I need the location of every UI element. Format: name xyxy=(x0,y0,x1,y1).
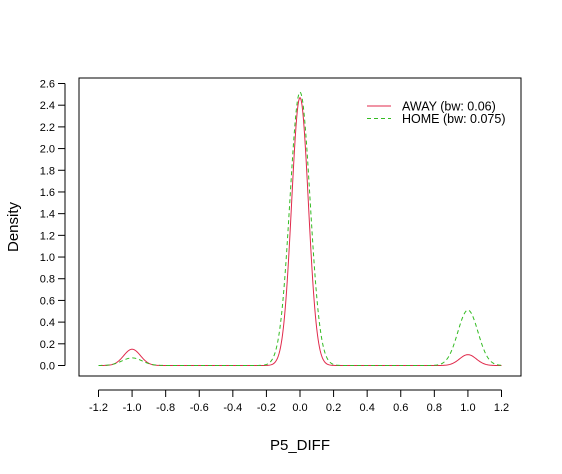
x-tick-label: 0.6 xyxy=(393,402,408,414)
x-tick-label: 0.2 xyxy=(326,402,341,414)
y-tick-label: 0.4 xyxy=(40,317,55,329)
y-tick-label: 1.4 xyxy=(40,209,55,221)
x-tick-label: -1.0 xyxy=(123,402,142,414)
x-axis: -1.2 -1.0 -0.8 -0.6 -0.4 -0.2 0.0 0.2 0.4 0.6 0.8 1… xyxy=(89,389,509,414)
x-tick-label: -0.2 xyxy=(257,402,276,414)
y-tick-label: 0.6 xyxy=(40,295,55,307)
x-tick-label: -0.4 xyxy=(223,402,242,414)
series-layer xyxy=(98,91,502,366)
legend-label: AWAY (bw: 0.06) xyxy=(402,100,496,114)
x-tick-label: 0.4 xyxy=(360,402,375,414)
y-tick-label: 1.8 xyxy=(40,165,55,177)
x-tick-label: 0.0 xyxy=(292,402,307,414)
x-tick-label: -1.2 xyxy=(89,402,108,414)
y-tick-label: 0.2 xyxy=(40,339,55,351)
y-tick-label: 1.2 xyxy=(40,230,55,242)
y-tick-label: 2.4 xyxy=(40,100,55,112)
y-tick-label: 2.0 xyxy=(40,144,55,156)
y-axis-title: Density xyxy=(5,201,22,252)
y-tick-label: 1.0 xyxy=(40,252,55,264)
series-line xyxy=(98,91,502,366)
plot-frame xyxy=(78,77,522,377)
y-axis: 0.0 0.2 0.4 0.6 0.8 1.0 1.2 1.4 1.6 1.8 2.0 2.2 2.4 2… xyxy=(40,79,66,373)
legend: AWAY (bw: 0.06)HOME (bw: 0.075) xyxy=(367,100,506,126)
legend-label: HOME (bw: 0.075) xyxy=(402,112,506,126)
x-tick-label: 1.0 xyxy=(460,402,475,414)
y-tick-label: 2.6 xyxy=(40,79,55,91)
y-tick-label: 2.2 xyxy=(40,122,55,134)
y-tick-label: 0.8 xyxy=(40,274,55,286)
x-tick-label: 1.2 xyxy=(494,402,509,414)
x-tick-label: -0.6 xyxy=(190,402,209,414)
series-line xyxy=(98,96,502,366)
x-tick-label: -0.8 xyxy=(156,402,175,414)
x-tick-label: 0.8 xyxy=(427,402,442,414)
y-tick-label: 1.6 xyxy=(40,187,55,199)
x-axis-title: P5_DIFF xyxy=(270,437,330,454)
y-tick-label: 0.0 xyxy=(40,361,55,373)
